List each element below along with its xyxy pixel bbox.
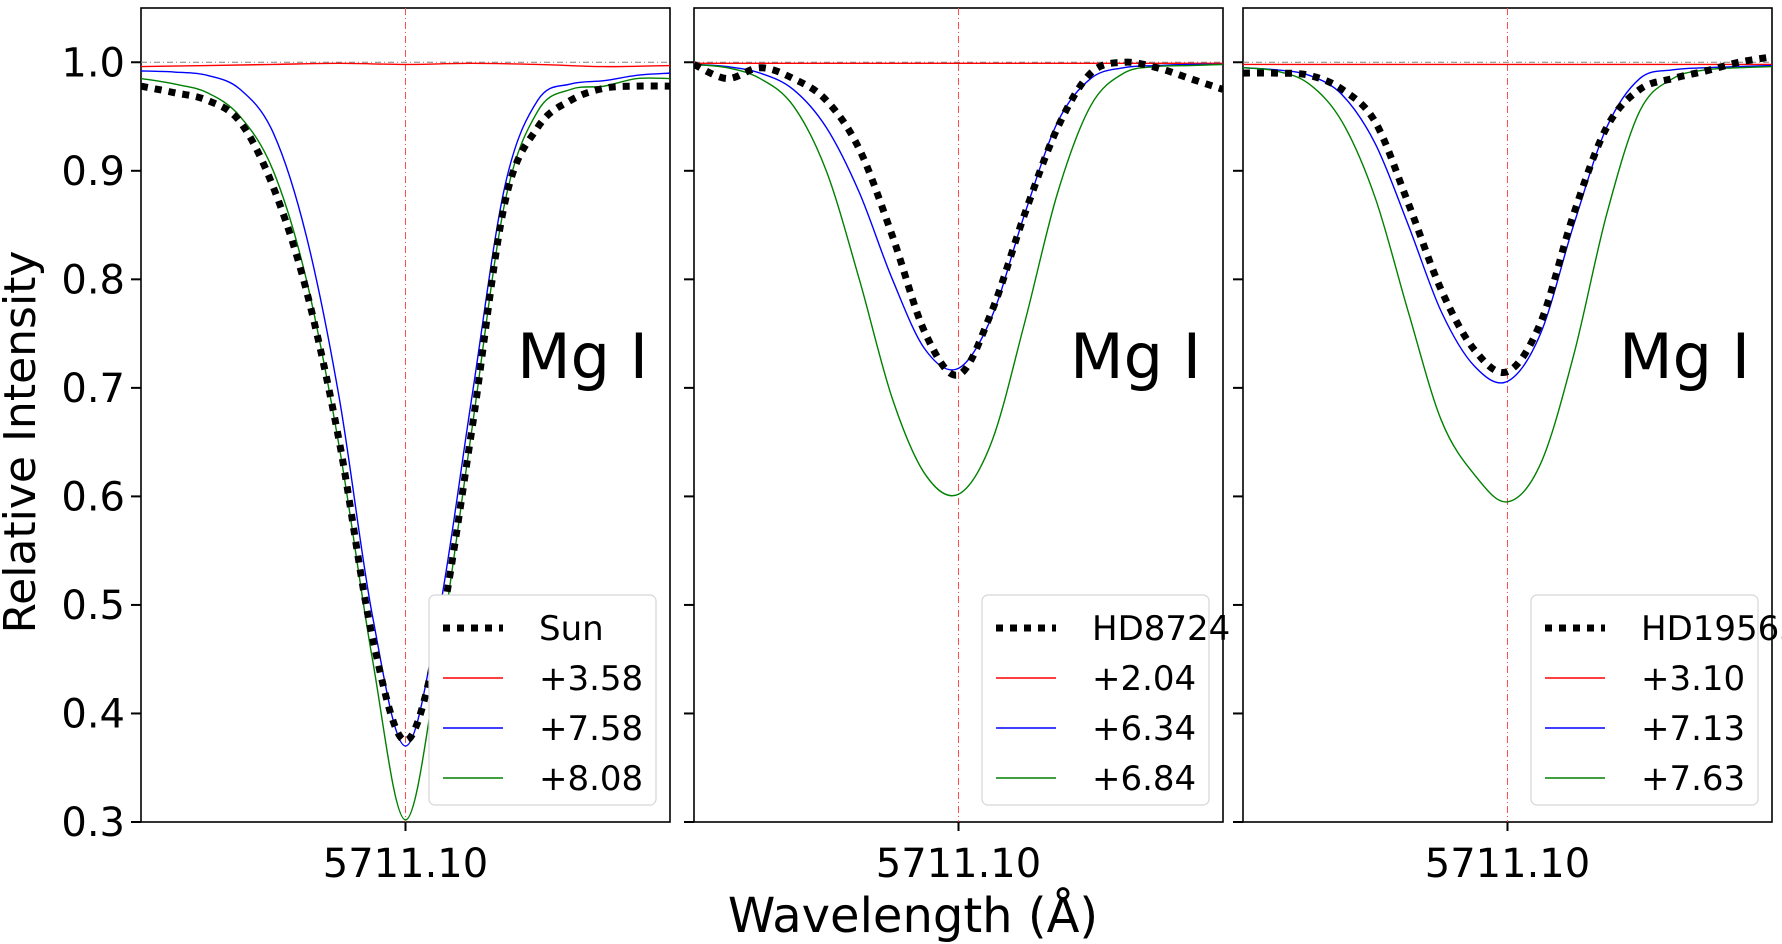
panel-2-legend-label-1: HD8724 (1092, 609, 1230, 649)
panel-3-legend-label-1: HD195633 (1641, 609, 1782, 649)
y-tick-label-1: 1.0 (61, 40, 125, 86)
panel-3-legend (1530, 594, 1759, 806)
panel-3-series-3-line (1243, 64, 1772, 384)
panel-3-series-4-line (1243, 65, 1772, 503)
y-tick-label-3: 0.8 (61, 257, 125, 303)
y-tick-label-2: 0.9 (61, 149, 125, 195)
y-tick-label-4: 0.7 (61, 366, 125, 412)
panel-1-legend-label-1: Sun (539, 609, 604, 649)
panel-3-x-tick-label: 5711.10 (1425, 841, 1590, 887)
panel-3-plot-area (1243, 8, 1772, 822)
panel-1-element-label: Mg I (517, 320, 648, 393)
panel-2-series-1-line (694, 58, 1223, 379)
panel-3-legend-label-4: +7.63 (1641, 759, 1745, 799)
y-tick-label-6: 0.5 (61, 583, 125, 629)
y-tick-label-5: 0.6 (61, 474, 125, 520)
panel-2-element-label: Mg I (1070, 320, 1201, 393)
panel-2-series-4-line (694, 63, 1223, 497)
panel-1-series-3-line (141, 70, 670, 747)
x-axis-label: Wavelength (Å) (728, 887, 1098, 944)
panel-3-legend-label-3: +7.13 (1641, 709, 1745, 749)
panel-2-x-tick-label: 5711.10 (876, 841, 1041, 887)
panel-1-series-4-line (141, 77, 670, 821)
panel-1-plot-area (141, 8, 670, 822)
panel-2-legend (981, 594, 1210, 806)
panel-3-legend-label-2: +3.10 (1641, 659, 1745, 699)
y-tick-label-8: 0.3 (61, 800, 125, 846)
panel-3-element-label: Mg I (1619, 320, 1750, 393)
panel-2-legend-label-3: +6.34 (1092, 709, 1196, 749)
panel-3: 5711.10 Mg I HD195633 +3.10 +7.13 +7.63 (1233, 7, 1782, 887)
panel-2-legend-label-4: +6.84 (1092, 759, 1196, 799)
panel-1-series-1-line (141, 82, 670, 745)
panel-2: 5711.10 Mg I HD8724 +2.04 +6.34 +6.84 (684, 7, 1230, 887)
y-tick-label-7: 0.4 (61, 691, 125, 737)
panel-3-series-1-line (1243, 53, 1772, 376)
plot-layer: 1.0 0.9 0.8 0.7 0.6 0.5 0.4 0.3 5711.10 Mg I Sun +3… (61, 7, 1782, 887)
panel-1: 1.0 0.9 0.8 0.7 0.6 0.5 0.4 0.3 5711.10 Mg I Sun +3… (61, 7, 671, 887)
panel-1-legend-label-4: +8.08 (539, 759, 643, 799)
panel-2-plot-area (694, 8, 1223, 822)
panel-1-series-2-line (141, 62, 670, 68)
panel-1-legend (428, 594, 657, 806)
y-axis-label: Relative Intensity (0, 251, 46, 634)
panel-2-legend-label-2: +2.04 (1092, 659, 1196, 699)
panel-1-x-tick-label: 5711.10 (323, 841, 488, 887)
panel-1-legend-label-3: +7.58 (539, 709, 643, 749)
panel-1-legend-label-2: +3.58 (539, 659, 643, 699)
panel-2-series-3-line (694, 63, 1223, 371)
